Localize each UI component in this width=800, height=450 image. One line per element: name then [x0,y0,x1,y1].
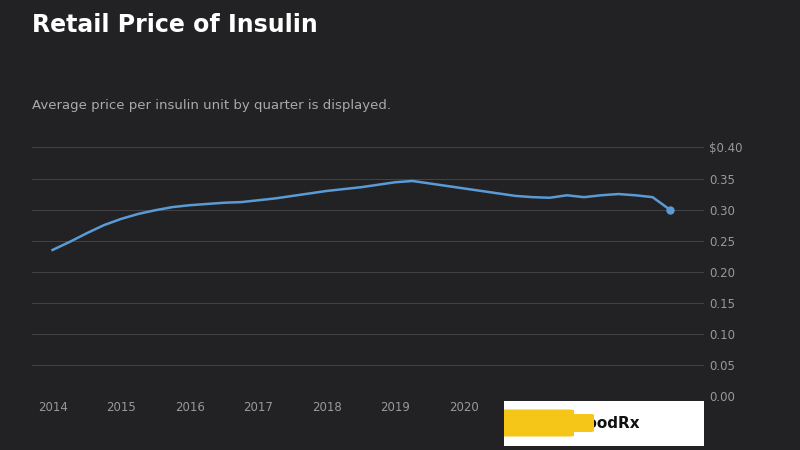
Text: GoodRx: GoodRx [574,415,640,431]
FancyBboxPatch shape [494,410,574,436]
Text: Average price per insulin unit by quarter is displayed.: Average price per insulin unit by quarte… [32,99,391,112]
FancyBboxPatch shape [474,414,594,432]
Text: Retail Price of Insulin: Retail Price of Insulin [32,14,318,37]
